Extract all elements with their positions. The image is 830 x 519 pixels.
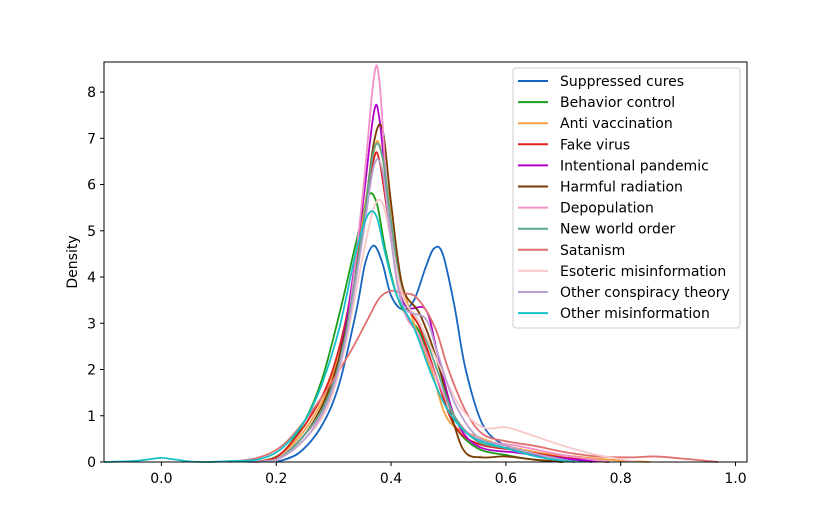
legend: Suppressed cures Behavior control Anti vac… <box>512 67 741 329</box>
y-tick-label: 5 <box>87 224 96 240</box>
legend-label: Other misinformation <box>560 306 710 322</box>
legend-label: Intentional pandemic <box>560 158 709 174</box>
y-axis-ticks: 0 1 2 3 4 5 6 7 8 <box>87 85 104 471</box>
y-axis-title: Density <box>65 235 81 288</box>
curve-harmful-radiation <box>247 123 564 463</box>
x-tick-label: 0.6 <box>495 471 517 487</box>
y-tick-label: 6 <box>87 178 96 194</box>
y-tick-label: 1 <box>87 409 96 425</box>
legend-label: New world order <box>560 222 676 238</box>
curve-satanism <box>230 289 719 463</box>
x-tick-label: 0.2 <box>265 471 287 487</box>
legend-box <box>512 67 741 329</box>
curve-new-world-order <box>247 142 575 463</box>
x-tick-label: 0.4 <box>380 471 402 487</box>
legend-label: Esoteric misinformation <box>560 264 726 280</box>
x-axis-ticks: 0.0 0.2 0.4 0.6 0.8 1.0 <box>150 462 747 487</box>
y-tick-label: 2 <box>87 363 96 379</box>
legend-label: Suppressed cures <box>560 74 684 90</box>
legend-label: Harmful radiation <box>560 180 683 196</box>
y-tick-label: 3 <box>87 316 96 332</box>
legend-label: Anti vaccination <box>560 116 673 132</box>
y-tick-label: 7 <box>87 131 96 147</box>
curve-other-misinformation <box>103 210 575 463</box>
plot-frame <box>103 61 748 463</box>
y-tick-label: 8 <box>87 85 96 101</box>
x-tick-label: 0.8 <box>610 471 632 487</box>
y-tick-label: 4 <box>87 270 96 286</box>
curve-esoteric-misinformation <box>247 198 639 463</box>
legend-label: Behavior control <box>560 95 675 111</box>
y-tick-label: 0 <box>87 455 96 471</box>
legend-label: Satanism <box>560 243 625 259</box>
x-tick-label: 0.0 <box>150 471 172 487</box>
legend-label: Fake virus <box>560 137 630 153</box>
curve-other-conspiracy-theory <box>247 158 575 463</box>
legend-label: Depopulation <box>560 201 654 217</box>
legend-label: Other conspiracy theory <box>560 285 730 301</box>
x-tick-label: 1.0 <box>724 471 746 487</box>
density-curves <box>103 64 719 463</box>
